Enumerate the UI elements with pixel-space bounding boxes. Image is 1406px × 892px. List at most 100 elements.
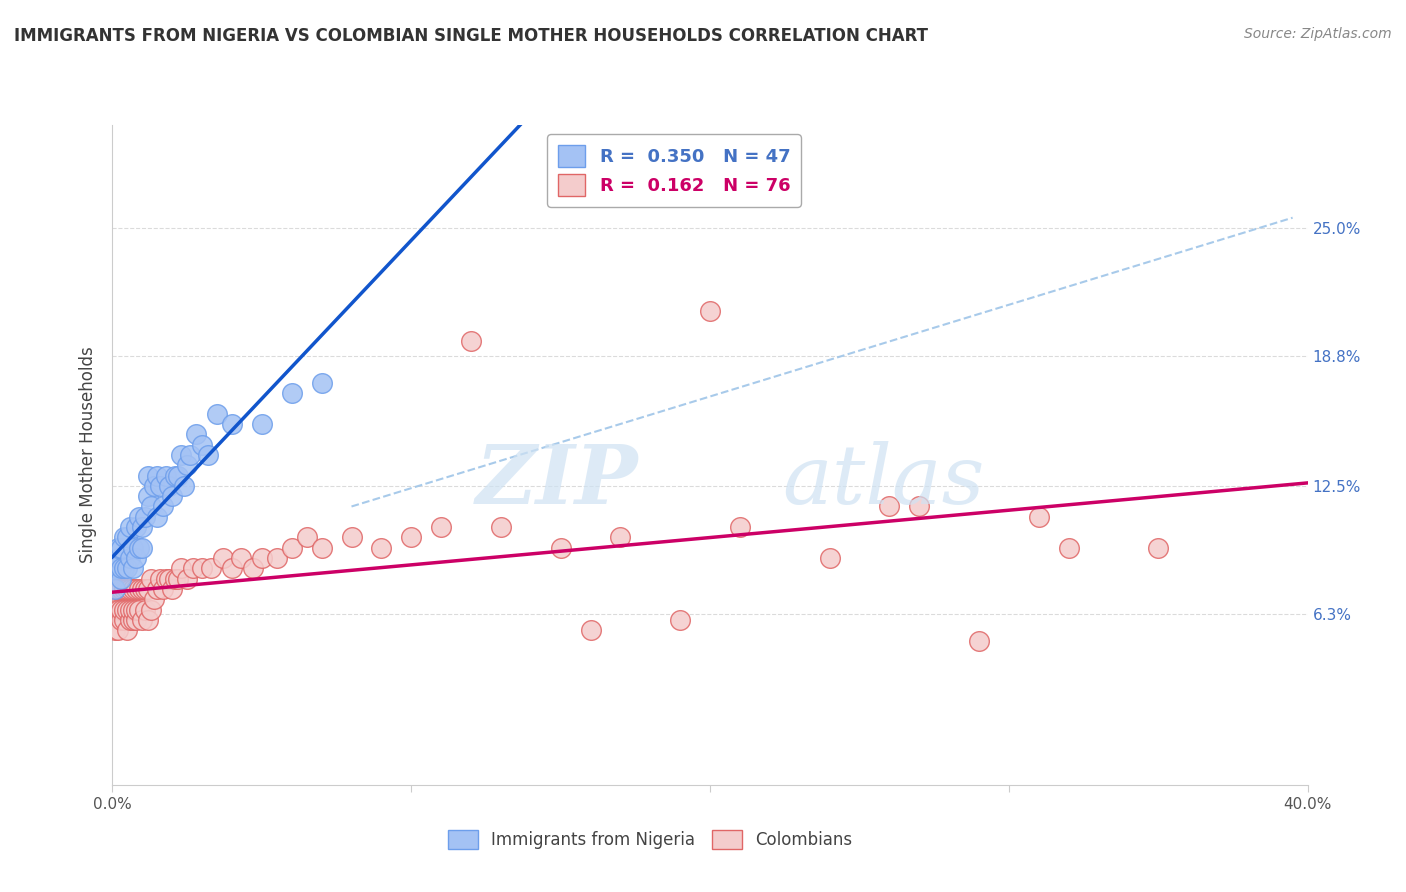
Point [117, 582, 139, 596]
Point [110, 582, 132, 596]
Point [818, 551, 841, 566]
Point [122, 613, 145, 627]
Point [146, 582, 169, 596]
Point [179, 448, 201, 462]
Point [149, 479, 172, 493]
Point [125, 602, 148, 616]
Point [114, 561, 135, 575]
Point [107, 541, 129, 555]
Point [138, 489, 160, 503]
Point [125, 582, 148, 596]
Point [141, 602, 163, 616]
Point [200, 561, 222, 575]
Point [967, 633, 990, 648]
Point [117, 561, 139, 575]
Point [138, 613, 160, 627]
Point [107, 602, 129, 616]
Point [191, 561, 214, 575]
Point [117, 624, 139, 638]
Point [128, 582, 150, 596]
Point [122, 541, 145, 555]
Point [879, 500, 901, 514]
Point [311, 376, 333, 390]
Point [104, 582, 127, 596]
Legend: Immigrants from Nigeria, Colombians: Immigrants from Nigeria, Colombians [441, 823, 859, 855]
Point [146, 509, 169, 524]
Point [152, 582, 174, 596]
Point [143, 479, 166, 493]
Point [125, 613, 148, 627]
Point [104, 561, 127, 575]
Point [908, 500, 931, 514]
Point [110, 602, 132, 616]
Point [120, 551, 142, 566]
Point [107, 582, 129, 596]
Point [120, 582, 142, 596]
Point [146, 468, 169, 483]
Point [131, 613, 153, 627]
Point [149, 572, 172, 586]
Point [250, 551, 273, 566]
Point [110, 561, 132, 575]
Point [157, 479, 180, 493]
Point [281, 386, 304, 401]
Point [120, 520, 142, 534]
Point [242, 561, 264, 575]
Point [114, 582, 135, 596]
Point [167, 468, 190, 483]
Point [165, 468, 187, 483]
Point [186, 427, 208, 442]
Point [104, 602, 127, 616]
Point [212, 551, 235, 566]
Point [170, 448, 193, 462]
Point [162, 489, 183, 503]
Point [138, 468, 160, 483]
Point [281, 541, 304, 555]
Point [250, 417, 273, 431]
Point [138, 582, 160, 596]
Point [143, 592, 166, 607]
Point [221, 561, 243, 575]
Point [609, 530, 631, 544]
Point [114, 602, 135, 616]
Y-axis label: Single Mother Households: Single Mother Households [79, 347, 97, 563]
Point [122, 602, 145, 616]
Point [167, 572, 190, 586]
Point [229, 551, 252, 566]
Point [110, 613, 132, 627]
Point [340, 530, 363, 544]
Point [176, 572, 198, 586]
Text: ZIP: ZIP [475, 442, 638, 521]
Point [155, 572, 177, 586]
Point [155, 468, 177, 483]
Point [205, 407, 228, 421]
Point [430, 520, 453, 534]
Point [728, 520, 751, 534]
Point [401, 530, 423, 544]
Point [110, 541, 132, 555]
Point [141, 572, 163, 586]
Point [550, 541, 572, 555]
Point [1057, 541, 1080, 555]
Text: atlas: atlas [782, 442, 984, 521]
Point [107, 551, 129, 566]
Point [1028, 509, 1050, 524]
Point [221, 417, 243, 431]
Point [114, 530, 135, 544]
Point [141, 500, 163, 514]
Point [170, 561, 193, 575]
Point [134, 582, 156, 596]
Point [117, 530, 139, 544]
Point [128, 541, 150, 555]
Point [173, 479, 195, 493]
Point [266, 551, 288, 566]
Point [176, 458, 198, 473]
Point [370, 541, 392, 555]
Point [311, 541, 333, 555]
Point [122, 582, 145, 596]
Point [699, 303, 721, 318]
Point [669, 613, 692, 627]
Point [107, 624, 129, 638]
Text: Source: ZipAtlas.com: Source: ZipAtlas.com [1244, 27, 1392, 41]
Point [460, 334, 482, 349]
